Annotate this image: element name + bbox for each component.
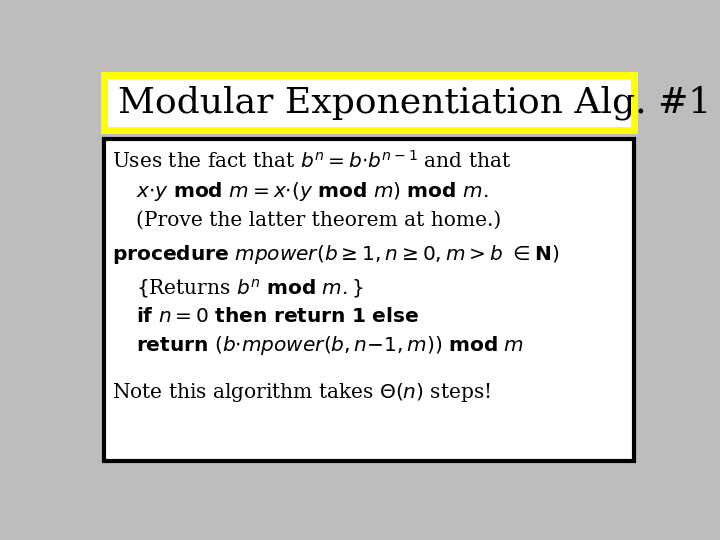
Text: $x{\cdot}y$ $\mathbf{mod}$ $m = x{\cdot}(y$ $\mathbf{mod}$ $m)$ $\mathbf{mod}$ $: $x{\cdot}y$ $\mathbf{mod}$ $m = x{\cdot}… xyxy=(137,180,489,204)
Text: $\{$Returns $b^n$ $\mathbf{mod}$ $m.\}$: $\{$Returns $b^n$ $\mathbf{mod}$ $m.\}$ xyxy=(137,276,364,300)
Text: (Prove the latter theorem at home.): (Prove the latter theorem at home.) xyxy=(137,211,502,230)
Bar xyxy=(104,75,634,130)
Bar xyxy=(104,139,634,461)
Text: $\mathbf{procedure}$ $mpower(b{\geq}1,n{\geq}0,m{>}b\ {\in}\mathbf{N})$: $\mathbf{procedure}$ $mpower(b{\geq}1,n{… xyxy=(112,244,559,267)
Text: $\mathbf{return}$ $(b{\cdot}mpower(b,n{-}1,m))$ $\mathbf{mod}$ $m$: $\mathbf{return}$ $(b{\cdot}mpower(b,n{-… xyxy=(137,334,525,357)
Text: Note this algorithm takes $\Theta(n)$ steps!: Note this algorithm takes $\Theta(n)$ st… xyxy=(112,381,490,403)
Text: Modular Exponentiation Alg. #1: Modular Exponentiation Alg. #1 xyxy=(118,85,711,120)
Text: $\mathbf{if}$ $n{=}0$ $\mathbf{then\ return}$ $\mathbf{1}$ $\mathbf{else}$: $\mathbf{if}$ $n{=}0$ $\mathbf{then\ ret… xyxy=(137,307,420,326)
Text: Uses the fact that $b^n = b{\cdot}b^{n-1}$ and that: Uses the fact that $b^n = b{\cdot}b^{n-1… xyxy=(112,150,511,172)
